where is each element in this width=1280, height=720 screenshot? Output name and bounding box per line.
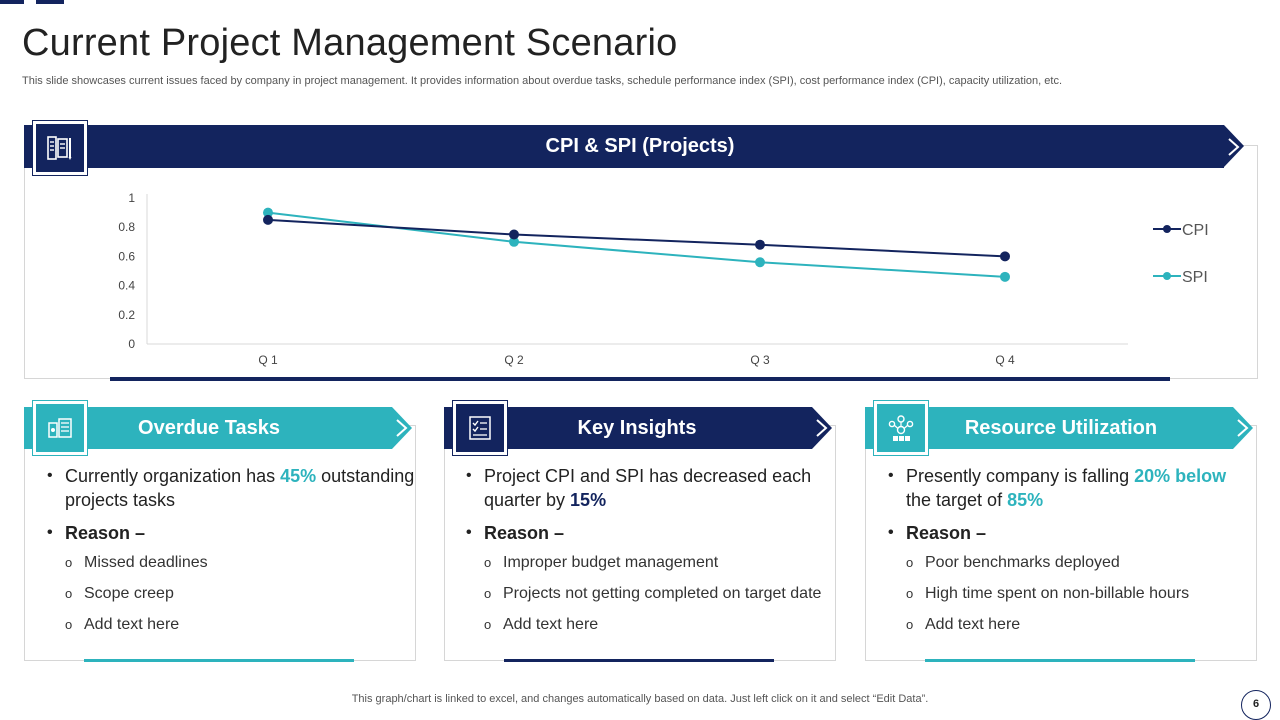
list-item: Poor benchmarks deployed [886, 553, 1251, 573]
resource-utilization-reason-heading: Reason – [886, 521, 1251, 545]
chart-title: CPI & SPI (Projects) [545, 135, 735, 157]
line-chart: 0 0.2 0.4 0.6 0.8 1 Q 1 Q 2 Q 3 Q 4 CPI SPI [118, 191, 1209, 367]
list-item: Improper budget management [464, 553, 832, 573]
series-line-cpi [267, 218, 1006, 258]
list-item: Projects not getting completed on target… [464, 584, 832, 604]
corner-decoration [0, 0, 64, 4]
list-item: Add text here [45, 615, 415, 635]
chevron-right-icon [396, 419, 408, 437]
tasks-board-icon [32, 400, 88, 456]
list-item: Missed deadlines [45, 553, 415, 573]
legend-marker-cpi [1163, 225, 1171, 233]
data-point-cpi [509, 229, 519, 240]
page-title: Current Project Management Scenario [22, 22, 678, 64]
x-tick-label: Q 3 [750, 353, 770, 367]
chevron-right-icon [816, 419, 828, 437]
chart-underline [110, 377, 1170, 381]
chart-banner-arrow [1224, 125, 1244, 167]
key-insights-title: Key Insights [577, 417, 697, 439]
checklist-icon [452, 400, 508, 456]
y-tick-label: 0.2 [118, 308, 135, 322]
chart-panel [24, 145, 1258, 379]
data-point-cpi [263, 214, 273, 225]
key-insights-underline [504, 659, 774, 662]
y-tick-label: 1 [128, 191, 135, 205]
key-insights-body: Project CPI and SPI has decreased each q… [464, 464, 832, 646]
x-tick-label: Q 4 [995, 353, 1015, 367]
data-point-cpi [755, 239, 765, 250]
legend-label: SPI [1182, 269, 1208, 286]
y-tick-label: 0.8 [118, 220, 135, 234]
resource-utilization-underline [925, 659, 1195, 662]
document-list-icon [32, 120, 88, 176]
data-point-spi [1000, 271, 1010, 282]
series-line-spi [267, 211, 1006, 278]
data-point-cpi [1000, 251, 1010, 262]
list-item: Add text here [886, 615, 1251, 635]
list-item: Add text here [464, 615, 832, 635]
chevron-right-icon [1237, 419, 1249, 437]
data-point-spi [755, 257, 765, 268]
data-point-spi [263, 207, 273, 218]
y-tick-label: 0.4 [118, 279, 135, 293]
legend-marker-spi [1163, 272, 1171, 280]
key-insights-statement: Project CPI and SPI has decreased each q… [464, 464, 832, 512]
overdue-tasks-title: Overdue Tasks [138, 417, 280, 439]
x-tick-label: Q 1 [258, 353, 278, 367]
footer-note: This graph/chart is linked to excel, and… [351, 693, 929, 705]
chevron-right-icon [1228, 138, 1240, 156]
list-item: High time spent on non-billable hours [886, 584, 1251, 604]
y-tick-label: 0 [128, 337, 135, 351]
page-number: 6 [1241, 690, 1271, 720]
resource-utilization-statement: Presently company is falling 20% below t… [886, 464, 1251, 512]
list-item: Scope creep [45, 584, 415, 604]
resource-utilization-title: Resource Utilization [964, 417, 1158, 439]
overdue-tasks-underline [84, 659, 354, 662]
page-subtitle: This slide showcases current issues face… [22, 75, 1062, 87]
legend-label: CPI [1182, 222, 1209, 239]
overdue-tasks-body: Currently organization has 45% outstandi… [45, 464, 415, 646]
resource-utilization-body: Presently company is falling 20% below t… [886, 464, 1251, 646]
data-point-spi [509, 236, 519, 247]
x-tick-label: Q 2 [504, 353, 524, 367]
team-network-icon [873, 400, 929, 456]
chart-banner [24, 125, 1224, 168]
overdue-tasks-reason-heading: Reason – [45, 521, 415, 545]
overdue-tasks-statement: Currently organization has 45% outstandi… [45, 464, 415, 512]
y-tick-label: 0.6 [118, 249, 135, 263]
key-insights-reason-heading: Reason – [464, 521, 832, 545]
